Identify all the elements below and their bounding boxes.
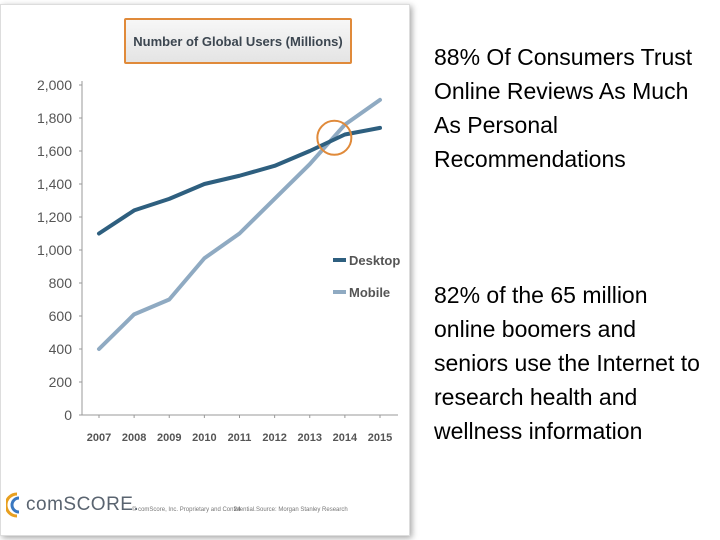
x-tick-label: 2010 (192, 432, 216, 444)
logo-text: comSCORE. (26, 494, 140, 515)
y-tick-label: 800 (49, 275, 73, 291)
series-line-desktop (97, 125, 382, 236)
comscore-logo-icon (6, 492, 20, 518)
footer-page-number: 24 (234, 507, 241, 513)
y-tick-label: 0 (64, 407, 72, 423)
x-tick-label: 2014 (333, 432, 358, 444)
y-tick-label: 400 (49, 341, 73, 357)
footer-copyright: © comScore, Inc. Proprietary and Confide… (132, 507, 256, 513)
legend-label-desktop: Desktop (349, 253, 400, 268)
y-tick-label: 600 (49, 308, 73, 324)
y-tick-label: 1,000 (37, 242, 72, 258)
x-tick-label: 2008 (122, 432, 146, 444)
y-tick-label: 200 (49, 374, 73, 390)
y-tick-label: 1,800 (37, 110, 72, 126)
bullet-boomers-health: 82% of the 65 million online boomers and… (434, 282, 700, 444)
x-tick-label: 2011 (228, 432, 252, 444)
y-tick-label: 1,600 (37, 143, 72, 159)
comscore-logo: comSCORE. (6, 492, 139, 518)
x-tick-label: 2015 (368, 432, 392, 444)
bullet-consumer-trust: 88% Of Consumers Trust Online Reviews As… (434, 44, 693, 172)
x-tick-label: 2013 (298, 432, 322, 444)
x-tick-label: 2012 (262, 432, 286, 444)
chart-card: 0 200 400 600 800 1,000 1,200 1,400 1,600 1,800 2,… (0, 4, 410, 536)
line-chart: 0 200 400 600 800 1,000 1,200 1,400 1,600 1,800 2,… (37, 77, 400, 444)
y-tick-label: 1,200 (37, 209, 72, 225)
x-tick-label: 2009 (157, 432, 181, 444)
chart-title: Number of Global Users (Millions) (124, 18, 352, 64)
y-tick-label: 2,000 (37, 77, 72, 93)
footer-source: Source: Morgan Stanley Research (256, 507, 348, 513)
y-tick-label: 1,400 (37, 176, 72, 192)
x-tick-label: 2007 (87, 432, 111, 444)
crossover-highlight-circle (316, 119, 353, 156)
legend-label-mobile: Mobile (349, 285, 390, 300)
